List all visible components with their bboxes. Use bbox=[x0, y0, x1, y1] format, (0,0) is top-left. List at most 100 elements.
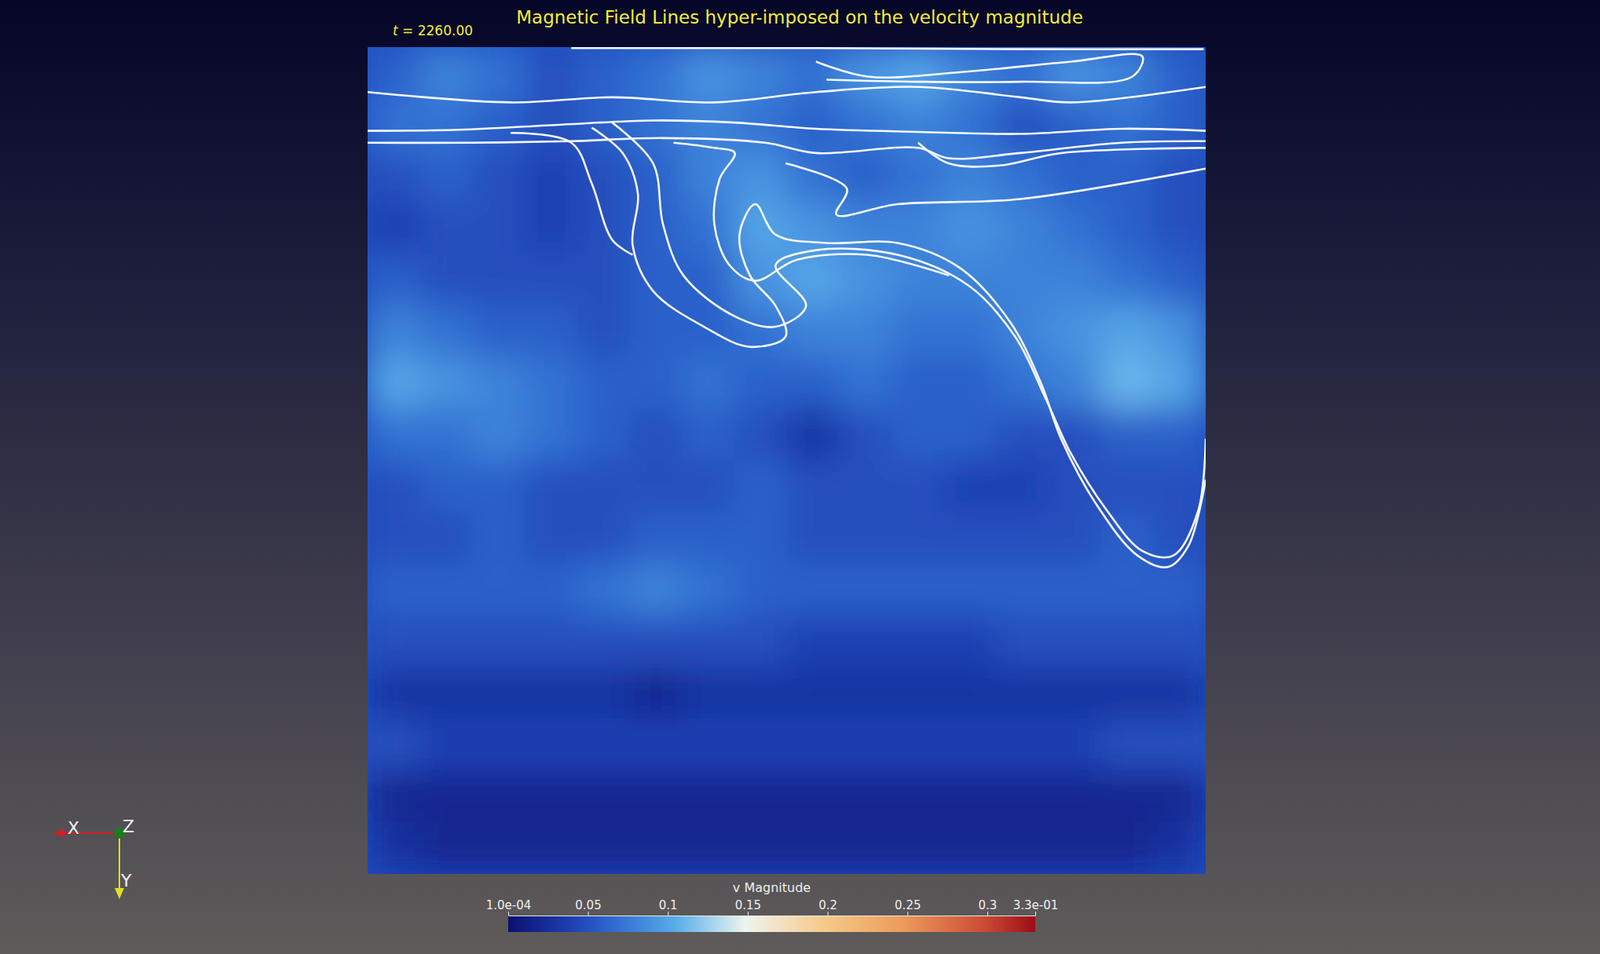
cell bbox=[787, 357, 840, 410]
cell bbox=[367, 305, 421, 358]
tick: 0.3 bbox=[978, 898, 998, 916]
cell bbox=[629, 305, 682, 358]
cell bbox=[838, 667, 892, 720]
cell bbox=[734, 667, 788, 720]
cell bbox=[734, 357, 788, 410]
cell bbox=[1048, 512, 1102, 564]
cell bbox=[838, 563, 892, 616]
cell bbox=[1153, 409, 1206, 462]
cell bbox=[1048, 98, 1102, 151]
cell bbox=[995, 461, 1049, 513]
x-arrow-head bbox=[53, 828, 65, 839]
cell bbox=[629, 357, 682, 410]
cell bbox=[1048, 770, 1102, 823]
colorbar-axis-line bbox=[508, 915, 1037, 917]
cell bbox=[787, 615, 840, 668]
time-label: t = 2260.00 bbox=[392, 22, 473, 39]
cell bbox=[367, 770, 421, 823]
cell bbox=[838, 305, 892, 358]
cell bbox=[838, 512, 892, 564]
cell bbox=[681, 615, 735, 668]
cell bbox=[420, 667, 473, 720]
cell bbox=[1101, 201, 1154, 254]
cell bbox=[681, 47, 735, 99]
tick: 0.2 bbox=[818, 898, 838, 916]
cell bbox=[577, 357, 630, 410]
cell bbox=[838, 615, 892, 668]
cell bbox=[944, 667, 997, 720]
cell bbox=[577, 563, 630, 616]
cell bbox=[787, 563, 840, 616]
cell bbox=[995, 47, 1049, 99]
cell bbox=[472, 357, 525, 410]
cell bbox=[524, 719, 578, 772]
cell bbox=[1101, 563, 1154, 616]
cell bbox=[1101, 305, 1154, 358]
cell bbox=[838, 461, 892, 513]
cell bbox=[944, 615, 997, 668]
cell bbox=[838, 409, 892, 462]
field-lines bbox=[367, 47, 1206, 568]
cell bbox=[891, 409, 945, 462]
cell bbox=[472, 150, 525, 203]
cell bbox=[681, 98, 735, 151]
cell bbox=[681, 150, 735, 203]
cell bbox=[629, 667, 682, 720]
cell bbox=[577, 770, 630, 823]
plot-background bbox=[367, 47, 1206, 875]
tick: 1.0e-04 bbox=[486, 898, 532, 916]
cell bbox=[944, 563, 997, 616]
cell bbox=[524, 201, 578, 254]
cell bbox=[944, 822, 997, 875]
tick: 0.25 bbox=[894, 898, 921, 916]
cell bbox=[944, 719, 997, 772]
cell bbox=[1101, 150, 1154, 203]
cell bbox=[420, 305, 473, 358]
cell bbox=[524, 667, 578, 720]
cell bbox=[891, 150, 945, 203]
cell bbox=[1153, 563, 1206, 616]
field-line bbox=[918, 142, 1206, 168]
cell bbox=[1153, 770, 1206, 823]
colorbar-title: v Magnitude bbox=[732, 880, 811, 896]
cell bbox=[524, 357, 578, 410]
cell bbox=[734, 512, 788, 564]
cell bbox=[367, 822, 421, 875]
cell bbox=[367, 357, 421, 410]
cell bbox=[1048, 409, 1102, 462]
cell bbox=[1101, 461, 1154, 513]
cell bbox=[681, 357, 735, 410]
colorbar bbox=[508, 915, 1036, 933]
tick-label: 0.2 bbox=[818, 898, 838, 913]
cell bbox=[472, 409, 525, 462]
cell bbox=[420, 150, 473, 203]
cell bbox=[734, 409, 788, 462]
cell bbox=[524, 305, 578, 358]
cell bbox=[891, 305, 945, 358]
cell bbox=[1153, 822, 1206, 875]
cell bbox=[995, 409, 1049, 462]
cell bbox=[524, 47, 578, 99]
cell bbox=[472, 512, 525, 564]
cell bbox=[838, 253, 892, 306]
cell bbox=[787, 150, 840, 203]
cell bbox=[420, 563, 473, 616]
cell bbox=[472, 461, 525, 513]
cell bbox=[734, 719, 788, 772]
cell bbox=[681, 719, 735, 772]
cell bbox=[629, 615, 682, 668]
cell bbox=[995, 563, 1049, 616]
cell bbox=[681, 305, 735, 358]
cell bbox=[944, 512, 997, 564]
cell bbox=[944, 305, 997, 358]
cell bbox=[734, 150, 788, 203]
cell bbox=[577, 461, 630, 513]
cell bbox=[577, 47, 630, 99]
cell bbox=[524, 563, 578, 616]
cell bbox=[995, 253, 1049, 306]
cell bbox=[577, 667, 630, 720]
y-axis-arrow bbox=[118, 833, 121, 890]
cell bbox=[1101, 770, 1154, 823]
cell bbox=[420, 461, 473, 513]
tick-label: 0.3 bbox=[978, 898, 998, 913]
